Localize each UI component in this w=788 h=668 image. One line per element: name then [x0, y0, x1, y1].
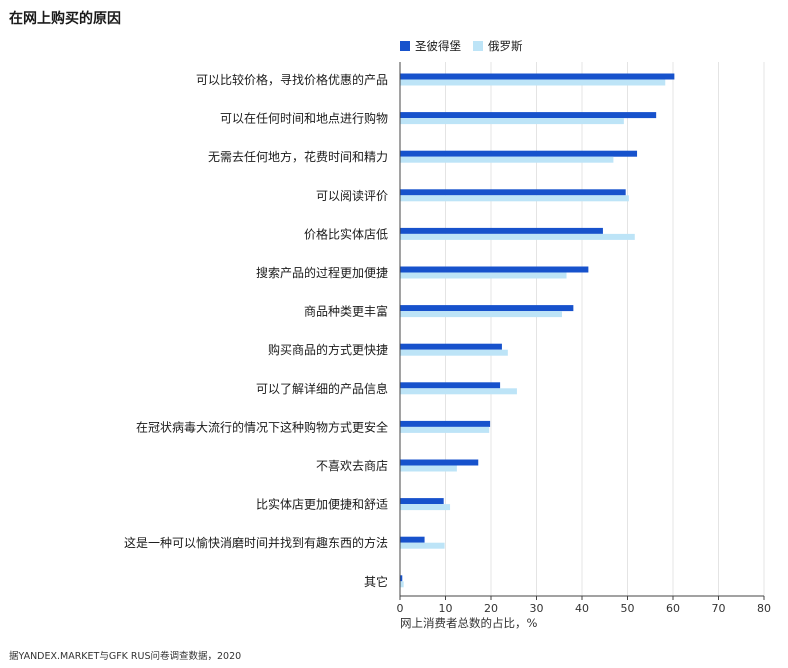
legend-label-russia: 俄罗斯 [488, 39, 523, 53]
legend-item-russia: 俄罗斯 [473, 38, 523, 54]
bar-russia [400, 581, 404, 588]
bar-spb [400, 73, 675, 80]
category-label: 购买商品的方式更快捷 [268, 342, 388, 357]
bar-spb [400, 266, 589, 273]
x-tick-label: 40 [575, 602, 589, 615]
bar-russia [400, 349, 508, 356]
category-label: 这是一种可以愉快消磨时间并找到有趣东西的方法 [124, 535, 388, 550]
bar-spb [400, 498, 444, 505]
category-label: 不喜欢去商店 [316, 458, 388, 473]
bar-spb [400, 420, 491, 427]
x-tick-label: 20 [484, 602, 498, 615]
category-label: 价格比实体店低 [304, 226, 388, 241]
bar-spb [400, 189, 626, 196]
bar-russia [400, 311, 562, 318]
x-tick-label: 0 [397, 602, 404, 615]
x-tick-label: 80 [757, 602, 771, 615]
category-label: 其它 [364, 574, 388, 589]
source-note: 据YANDEX.MARKET与GFK RUS问卷调查数据，2020 [9, 651, 242, 662]
bar-russia [400, 504, 451, 511]
category-label: 在冠状病毒大流行的情况下这种购物方式更安全 [136, 419, 388, 434]
category-label: 商品种类更丰富 [304, 304, 388, 319]
bar-russia [400, 426, 490, 433]
x-tick-label: 60 [666, 602, 680, 615]
bar-spb [400, 536, 425, 543]
legend-swatch-russia [473, 41, 483, 51]
category-label: 无需去任何地方，花费时间和精力 [208, 149, 388, 164]
category-label: 可以阅读评价 [316, 189, 388, 203]
bar-russia [400, 465, 457, 472]
legend: 圣彼得堡 俄罗斯 [400, 38, 535, 54]
legend-label-spb: 圣彼得堡 [415, 39, 461, 53]
category-label: 搜索产品的过程更加便捷 [256, 265, 388, 280]
chart-title: 在网上购买的原因 [9, 11, 121, 27]
x-tick-label: 50 [621, 602, 635, 615]
bar-russia [400, 542, 445, 549]
category-label: 可以了解详细的产品信息 [256, 381, 388, 396]
bar-spb [400, 112, 657, 119]
x-tick-label: 10 [439, 602, 453, 615]
bar-spb [400, 305, 574, 312]
bar-spb [400, 459, 479, 466]
bar-spb [400, 150, 638, 157]
category-label: 可以在任何时间和地点进行购物 [220, 111, 388, 126]
bar-russia [400, 388, 517, 395]
x-tick-label: 70 [712, 602, 726, 615]
category-label: 比实体店更加便捷和舒适 [256, 497, 388, 512]
bar-spb [400, 382, 501, 389]
category-label: 可以比较价格，寻找价格优惠的产品 [196, 72, 388, 87]
bar-spb [400, 343, 502, 350]
bar-russia [400, 118, 624, 125]
bar-russia [400, 233, 635, 240]
x-tick-label: 30 [530, 602, 544, 615]
legend-swatch-spb [400, 41, 410, 51]
bar-spb [400, 227, 603, 234]
bar-spb [400, 575, 403, 582]
bar-russia [400, 195, 629, 202]
bar-russia [400, 79, 666, 86]
bar-russia [400, 272, 567, 279]
legend-item-spb: 圣彼得堡 [400, 38, 461, 54]
x-axis-label: 网上消费者总数的占比，% [400, 616, 537, 630]
bar-russia [400, 156, 614, 163]
